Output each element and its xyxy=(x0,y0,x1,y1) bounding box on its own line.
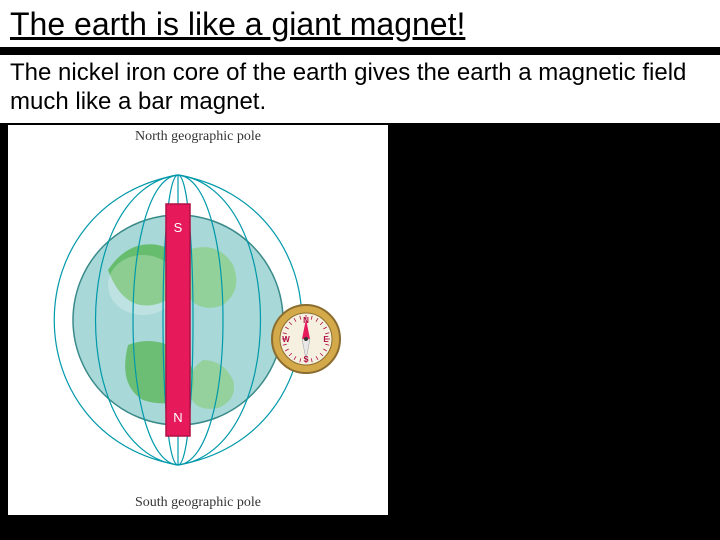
south-pole-label: South geographic pole xyxy=(8,495,388,511)
slide-title: The earth is like a giant magnet! xyxy=(10,6,710,43)
earth-magnet-diagram: North geographic pole SN NSEW South geog… xyxy=(8,125,388,515)
compass-icon: N S E W xyxy=(272,305,340,373)
svg-text:S: S xyxy=(303,355,309,364)
north-pole-label: North geographic pole xyxy=(8,129,388,145)
title-box: The earth is like a giant magnet! xyxy=(0,0,720,47)
svg-text:W: W xyxy=(282,335,290,344)
svg-text:E: E xyxy=(323,335,329,344)
svg-text:N: N xyxy=(303,316,309,325)
svg-text:N: N xyxy=(173,410,182,425)
svg-text:S: S xyxy=(174,220,183,235)
diagram-svg: SN NSEW xyxy=(8,149,388,491)
bar-magnet: SN xyxy=(166,204,190,436)
subtitle-box: The nickel iron core of the earth gives … xyxy=(0,55,720,123)
slide-subtitle: The nickel iron core of the earth gives … xyxy=(10,59,710,117)
